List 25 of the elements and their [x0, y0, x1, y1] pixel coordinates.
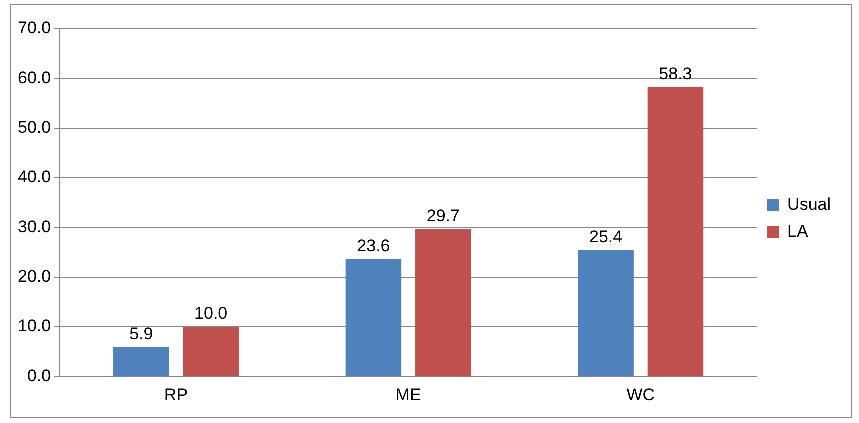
- data-label: 25.4: [589, 228, 623, 247]
- bar: [114, 347, 170, 376]
- bar: [183, 326, 239, 376]
- y-tick-label: 70.0: [18, 18, 52, 38]
- bar: [578, 250, 634, 376]
- bar: [648, 87, 704, 376]
- y-tick-label: 60.0: [18, 68, 52, 88]
- y-tick-label: 20.0: [18, 266, 52, 286]
- x-tick-label: ME: [396, 385, 422, 404]
- bar: [416, 229, 472, 376]
- legend-label: LA: [788, 222, 809, 242]
- legend-label: Usual: [788, 195, 832, 214]
- data-label: 5.9: [130, 324, 154, 344]
- y-tick-label: 30.0: [18, 217, 52, 236]
- x-tick-label: RP: [164, 385, 188, 404]
- y-tick-label: 10.0: [18, 316, 52, 336]
- y-tick-label: 50.0: [18, 118, 52, 137]
- x-tick-label: WC: [626, 385, 656, 404]
- y-tick-label: 0.0: [27, 366, 52, 386]
- data-label: 29.7: [426, 206, 460, 226]
- data-label: 23.6: [357, 236, 390, 256]
- data-label: 58.3: [659, 64, 692, 84]
- bar: [346, 259, 402, 376]
- y-tick-label: 40.0: [18, 168, 52, 187]
- data-label: 10.0: [194, 304, 228, 324]
